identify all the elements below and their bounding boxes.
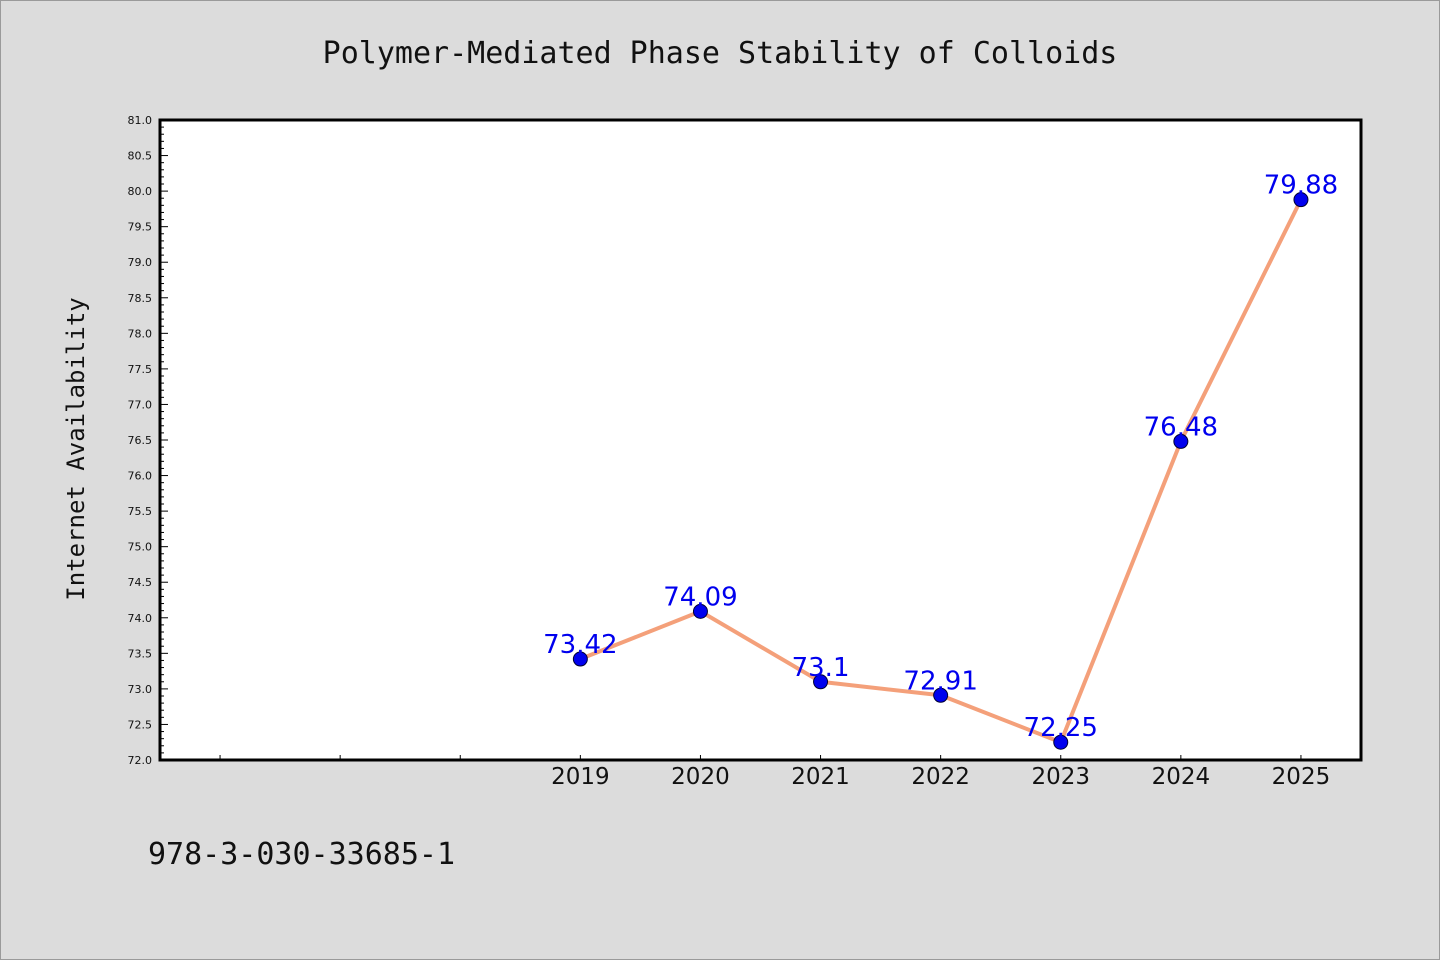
y-tick-label: 75.5 (128, 505, 153, 518)
y-tick-label: 73.0 (128, 683, 153, 696)
data-point (813, 674, 829, 690)
y-tick-label: 72.0 (128, 754, 153, 767)
y-tick-label: 75.0 (128, 541, 153, 554)
data-label: 74.09 (663, 582, 737, 612)
data-point (692, 603, 708, 619)
y-tick-label: 79.0 (128, 256, 153, 269)
x-tick-label: 2021 (791, 764, 850, 790)
y-tick-label: 78.0 (128, 327, 153, 340)
x-tick-label: 2020 (671, 764, 730, 790)
data-label: 79.88 (1264, 171, 1338, 201)
data-label: 73.1 (792, 653, 850, 683)
data-label: 72.91 (903, 666, 977, 696)
x-axis: 2019 2020 2021 2022 2023 2024 2025 (219, 755, 1331, 790)
x-tick-label: 2024 (1152, 764, 1211, 790)
y-tick-label: 74.0 (128, 612, 153, 625)
y-tick-label: 77.0 (128, 398, 153, 411)
data-point (1173, 433, 1189, 449)
x-tick-label: 2023 (1031, 764, 1090, 790)
data-label: 73.42 (543, 630, 617, 660)
y-axis-label: Internet Availability (62, 297, 90, 600)
y-tick-label: 81.0 (128, 114, 153, 127)
chart-title: Polymer-Mediated Phase Stability of Coll… (323, 36, 1118, 71)
series-layer: 73.42 74.09 73.1 72.91 72.25 76.48 79.88 (543, 171, 1338, 750)
data-point (572, 651, 588, 667)
y-tick-label: 79.5 (128, 221, 153, 234)
x-tick-label: 2019 (551, 764, 610, 790)
y-tick-label: 72.5 (128, 718, 153, 731)
data-point (933, 687, 949, 703)
x-tick-label: 2025 (1272, 764, 1331, 790)
isbn-text: 978-3-030-33685-1 (148, 837, 455, 872)
y-axis: 72.0 72.5 73.0 73.5 74.0 74.5 75.0 75.5 76.0 76.5… (128, 114, 168, 767)
y-tick-label: 76.5 (128, 434, 153, 447)
y-tick-label: 74.5 (128, 576, 153, 589)
plot-area (158, 118, 1363, 762)
y-tick-label: 80.0 (128, 185, 153, 198)
y-tick-label: 78.5 (128, 292, 153, 305)
data-label: 76.48 (1144, 412, 1218, 442)
y-tick-label: 80.5 (128, 150, 153, 163)
data-label: 72.25 (1024, 713, 1098, 743)
y-tick-label: 73.5 (128, 647, 153, 660)
data-point (1053, 734, 1069, 750)
y-tick-label: 76.0 (128, 470, 153, 483)
y-tick-label: 77.5 (128, 363, 153, 376)
data-point (1293, 192, 1309, 208)
x-tick-label: 2022 (911, 764, 970, 790)
